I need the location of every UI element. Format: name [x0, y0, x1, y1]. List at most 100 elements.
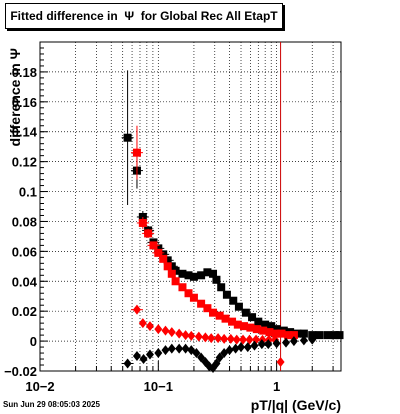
data-point-diamond — [214, 333, 223, 344]
data-point-square — [217, 283, 226, 292]
y-tick-label: 0.08 — [12, 214, 37, 229]
x-tick-label: 10−2 — [25, 379, 54, 394]
data-point-square — [123, 133, 132, 142]
data-point-square — [246, 323, 255, 332]
data-point-diamond — [237, 342, 246, 353]
plot-area-frame — [39, 41, 342, 372]
data-point-square — [277, 329, 286, 338]
data-point-diamond — [123, 358, 132, 369]
data-point-diamond — [220, 333, 229, 344]
data-point-square — [132, 148, 141, 157]
data-point-square — [189, 272, 198, 281]
data-point-diamond — [154, 324, 163, 335]
data-point-square — [212, 275, 221, 284]
data-point-square — [197, 271, 206, 280]
x-tick-label: 1 — [273, 379, 280, 394]
y-tick-label: 0.04 — [12, 274, 38, 289]
data-point-square — [299, 329, 308, 338]
data-point-square — [228, 317, 237, 326]
data-point-square — [167, 269, 176, 278]
data-point-square — [272, 325, 281, 334]
data-point-square — [240, 322, 249, 331]
y-tick-label: 0.06 — [12, 244, 37, 259]
data-point-diamond — [225, 345, 234, 356]
y-tick-label: −0.02 — [4, 364, 37, 379]
data-point-square — [167, 262, 176, 271]
data-point-diamond — [215, 352, 224, 363]
data-point-diamond — [138, 318, 147, 329]
data-point-square — [163, 262, 172, 271]
data-point-square — [215, 311, 224, 320]
data-point-square — [184, 289, 193, 298]
data-point-diamond — [226, 333, 235, 344]
y-tick-label: 0.02 — [12, 304, 37, 319]
data-point-square — [252, 325, 261, 334]
data-point-diamond — [175, 328, 184, 339]
x-axis-title: pT/|q| (GeV/c) — [251, 397, 341, 413]
data-point-diamond — [167, 327, 176, 338]
data-point-square — [229, 296, 238, 305]
data-point-square — [203, 304, 212, 313]
data-point-diamond — [161, 345, 170, 356]
y-tick-label: 0.14 — [12, 125, 38, 140]
data-point-square — [189, 293, 198, 302]
data-point-square — [284, 331, 293, 340]
data-point-diamond — [250, 340, 259, 351]
data-point-square — [159, 250, 168, 259]
y-axis-title: difference in Ψ — [7, 48, 23, 146]
data-point-square — [271, 329, 280, 338]
data-point-diamond — [281, 337, 290, 348]
data-point-diamond — [207, 333, 216, 344]
data-point-square — [159, 254, 168, 263]
data-point-diamond — [257, 339, 266, 350]
data-point-diamond — [192, 348, 201, 359]
data-point-diamond — [145, 349, 154, 360]
data-point-square — [248, 313, 257, 322]
data-point-square — [178, 269, 187, 278]
data-point-square — [154, 244, 163, 253]
data-point-diamond — [145, 321, 154, 332]
data-point-square — [323, 331, 332, 340]
data-point-diamond — [181, 330, 190, 341]
y-tick-label: 0.18 — [12, 65, 37, 80]
data-point-square — [241, 308, 250, 317]
data-point-square — [234, 302, 243, 311]
data-point-diamond — [161, 325, 170, 336]
data-point-diamond — [276, 357, 285, 368]
data-point-square — [197, 299, 206, 308]
data-point-diamond — [132, 351, 141, 362]
data-point-square — [335, 331, 344, 340]
data-point-diamond — [231, 343, 240, 354]
data-point-diamond — [289, 336, 298, 347]
data-point-diamond — [245, 334, 254, 345]
data-point-square — [261, 320, 270, 329]
data-point-diamond — [308, 334, 317, 345]
data-point-square — [259, 326, 268, 335]
data-point-square — [315, 331, 324, 340]
data-point-diamond — [154, 348, 163, 359]
data-point-square — [203, 268, 212, 277]
data-point-square — [149, 241, 158, 250]
data-point-square — [171, 277, 180, 286]
data-point-diamond — [175, 343, 184, 354]
data-point-diamond — [299, 335, 308, 346]
y-tick-label: 0.1 — [19, 185, 37, 200]
data-point-square — [209, 269, 218, 278]
data-point-diamond — [181, 343, 190, 354]
data-point-square — [254, 317, 263, 326]
data-point-diamond — [264, 339, 273, 350]
data-point-square — [265, 328, 274, 337]
data-point-square — [138, 218, 147, 227]
data-point-diamond — [167, 343, 176, 354]
data-point-diamond — [232, 334, 241, 345]
data-point-square — [144, 229, 153, 238]
data-point-diamond — [139, 354, 148, 365]
y-tick-label: 0.16 — [12, 95, 37, 110]
data-point-diamond — [272, 338, 281, 349]
data-point-square — [267, 322, 276, 331]
data-point-square — [163, 256, 172, 265]
data-point-square — [221, 314, 230, 323]
datestamp: Sun Jun 29 08:05:03 2025 — [3, 400, 100, 409]
